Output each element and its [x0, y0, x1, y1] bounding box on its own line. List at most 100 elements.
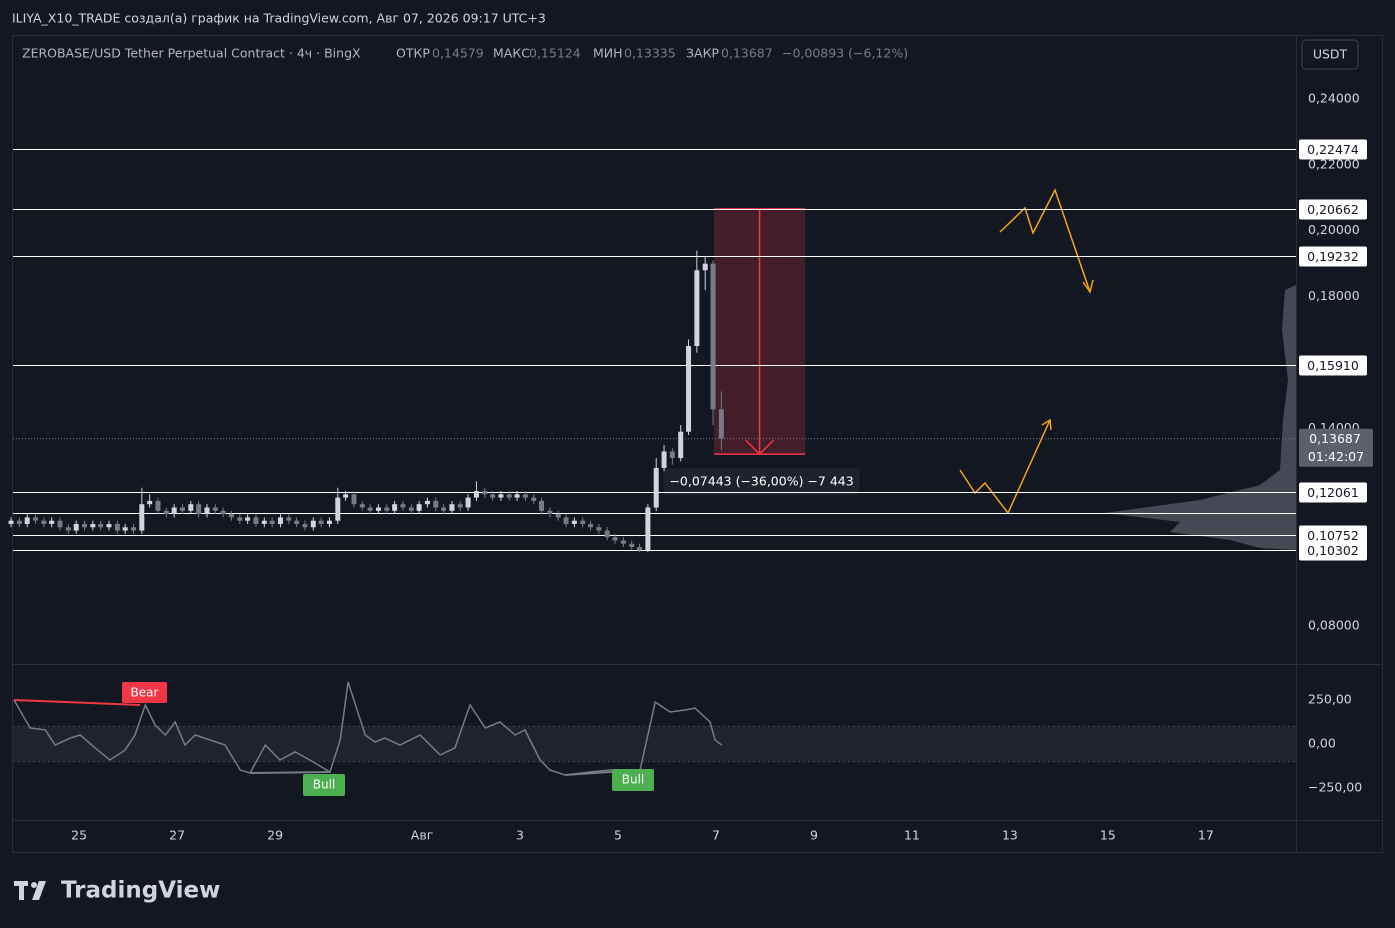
level-label: 0,19232 [1307, 249, 1359, 264]
y-tick-label: 0,24000 [1308, 90, 1360, 105]
candle-body [261, 520, 267, 524]
last-price-bg [1299, 428, 1373, 467]
candle-body [620, 540, 626, 544]
candle-body [596, 527, 602, 531]
y-tick-label: 0,08000 [1308, 618, 1360, 633]
level-label-bg [1299, 199, 1367, 220]
symbol: ZEROBASE/USD Tether Perpetual Contract ·… [22, 46, 361, 61]
candle-body [220, 510, 226, 515]
high: 0,15124 [529, 46, 581, 61]
candle-body [155, 500, 161, 511]
candle-body [473, 491, 479, 498]
x-tick-label: 25 [71, 828, 87, 843]
level-label: 0,20662 [1307, 202, 1359, 217]
candle-body [718, 409, 724, 439]
candle-body [686, 346, 692, 432]
candle-body [253, 517, 259, 524]
candle-body [482, 491, 488, 495]
bear-label-bg [122, 682, 167, 703]
drawing-arrow [959, 419, 1051, 515]
candle-body [188, 504, 194, 511]
measure-label-bg [663, 468, 860, 496]
candle-body [449, 504, 455, 511]
candle-body [49, 520, 55, 524]
candle-body [563, 517, 569, 524]
currency-button[interactable] [1301, 39, 1359, 70]
level-label-bg [1299, 139, 1367, 160]
x-tick-label: Авг [411, 828, 434, 843]
logo-mark [14, 881, 46, 900]
candle-body [359, 504, 365, 508]
osc-tick-label: 250,00 [1308, 692, 1352, 707]
candle-body [343, 494, 349, 498]
candle-body [90, 523, 96, 528]
bull-label-bg [303, 774, 345, 796]
osc-tick-label: −250,00 [1308, 779, 1362, 794]
candle-body [269, 520, 275, 524]
candle-body [490, 494, 496, 498]
candle-body [122, 527, 128, 531]
x-tick-label: 27 [169, 828, 185, 843]
x-tick-label: 9 [810, 828, 818, 843]
candle-body [400, 504, 406, 508]
bull-divergence [249, 771, 331, 774]
candle-body [310, 520, 316, 528]
candle-body [710, 263, 716, 410]
author-line: ILIYA_X10_TRADE создал(а) график на Trad… [12, 11, 546, 26]
x-tick-label: 11 [904, 828, 920, 843]
candle-body [702, 263, 708, 271]
legend: ZEROBASE/USD Tether Perpetual Contract ·… [22, 46, 908, 61]
candle-body [637, 547, 643, 551]
arrow-head [1082, 279, 1094, 294]
bull-label: Bull [313, 778, 336, 792]
candle-body [629, 543, 635, 548]
candle-body [514, 494, 520, 498]
candle-body [302, 523, 308, 528]
volume-profile [1105, 285, 1296, 550]
change: −0,00893 (−6,12%) [782, 46, 908, 61]
candle-body [588, 523, 594, 528]
candle-body [604, 530, 610, 538]
candle-body [73, 523, 79, 531]
candle-body [555, 514, 561, 518]
candle-body [335, 497, 341, 521]
candle-body [416, 504, 422, 511]
candle-body [237, 517, 243, 521]
level-label-bg [1299, 355, 1367, 376]
candle-body [318, 520, 324, 524]
candle-body [245, 517, 251, 521]
bull-label-bg [612, 769, 654, 791]
level-label-bg [1299, 482, 1367, 503]
candle-body [228, 514, 234, 518]
candle-body [98, 523, 104, 528]
candle-body [41, 520, 47, 524]
candle-body [547, 510, 553, 515]
y-tick-label: 0,18000 [1308, 288, 1360, 303]
low: 0,13335 [624, 46, 676, 61]
candle-body [57, 520, 63, 528]
candle-body [580, 520, 586, 524]
candle-body [114, 523, 120, 531]
candle-body [139, 504, 145, 531]
osc-tick-label: 0,00 [1308, 735, 1336, 750]
candle-body [163, 510, 169, 515]
logo: TradingView [61, 878, 220, 904]
close-label: ЗАКР [686, 46, 719, 61]
candle-body [367, 507, 373, 511]
candle-body [82, 523, 88, 528]
candle-body [392, 504, 398, 511]
currency[interactable]: USDT [1313, 47, 1348, 62]
candle-body [16, 520, 22, 524]
level-label: 0,10302 [1307, 543, 1359, 558]
candle-body [106, 523, 112, 528]
candle-body [384, 507, 390, 511]
level-label: 0,15910 [1307, 358, 1359, 373]
close: 0,13687 [721, 46, 773, 61]
candle-body [678, 431, 684, 459]
candle-body [24, 517, 30, 524]
candle-body [498, 494, 504, 498]
candle-body [351, 494, 357, 505]
level-label: 0,12061 [1307, 485, 1359, 500]
x-tick-label: 7 [712, 828, 720, 843]
